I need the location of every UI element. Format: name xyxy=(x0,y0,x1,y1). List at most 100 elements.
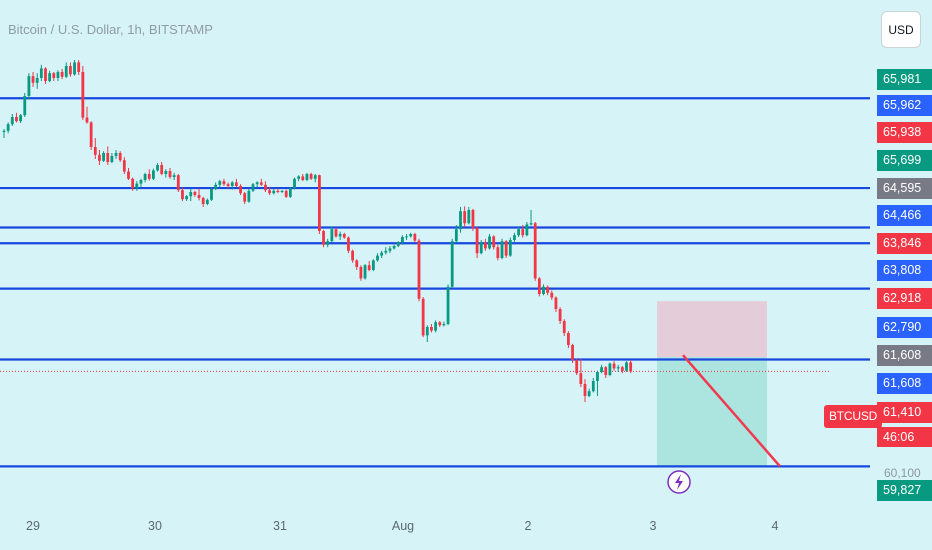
price-axis-label: 63,808 xyxy=(877,260,932,281)
candle-body xyxy=(205,199,209,204)
candle-body xyxy=(276,190,280,192)
candle xyxy=(392,244,396,250)
candle-body xyxy=(517,229,520,236)
price-tick: 60,100 xyxy=(884,466,921,480)
price-axis-label: 65,699 xyxy=(877,150,932,171)
price-axis[interactable]: 60,100 65,981 65,962 65,938 65,699 64,595 64,4… xyxy=(870,0,932,550)
candle xyxy=(93,138,97,159)
price-axis-label: 65,962 xyxy=(877,95,932,116)
projection-trend-line[interactable] xyxy=(682,354,781,468)
candle-body xyxy=(608,363,612,375)
candle-body xyxy=(322,231,325,245)
candle xyxy=(616,364,620,372)
candle xyxy=(529,210,533,226)
candle xyxy=(409,232,413,238)
candle-body xyxy=(367,265,371,270)
candle xyxy=(27,73,31,99)
candle-body xyxy=(392,246,396,249)
candle-body xyxy=(318,175,321,231)
candle-body xyxy=(529,223,533,225)
candle-body xyxy=(164,171,168,174)
candle-body xyxy=(330,229,334,242)
candle xyxy=(558,307,562,324)
candle xyxy=(201,196,205,207)
currency-button[interactable]: USD xyxy=(881,11,921,48)
candle-body xyxy=(405,236,408,238)
candle xyxy=(10,114,14,126)
candle-body xyxy=(533,223,537,279)
time-axis-tick: 3 xyxy=(649,519,657,533)
candle-body xyxy=(176,175,180,191)
candle-body xyxy=(48,73,52,81)
candle-body xyxy=(226,184,230,186)
time-axis-tick: 31 xyxy=(273,519,287,533)
candle-body xyxy=(23,96,27,116)
candle-body xyxy=(313,175,317,179)
candle xyxy=(168,168,172,179)
candle xyxy=(430,324,433,333)
candle xyxy=(330,226,334,243)
candle xyxy=(222,178,226,186)
candle-body xyxy=(504,241,508,256)
candle xyxy=(23,93,27,117)
candle xyxy=(401,235,404,245)
candle-body xyxy=(264,184,267,191)
candle xyxy=(450,238,454,288)
candle xyxy=(500,238,504,260)
candle xyxy=(517,226,520,237)
candle xyxy=(546,285,550,296)
candle xyxy=(48,70,52,83)
candle-body xyxy=(326,241,330,245)
candle xyxy=(313,174,317,183)
candle-body xyxy=(396,242,400,246)
candle xyxy=(351,249,354,263)
candle xyxy=(297,175,301,182)
price-axis-label: 64,466 xyxy=(877,205,932,226)
candle xyxy=(620,366,624,374)
candle xyxy=(459,207,462,233)
candle-body xyxy=(475,228,479,254)
candle xyxy=(210,187,213,201)
take-profit-zone[interactable] xyxy=(657,357,767,467)
candle xyxy=(550,290,554,300)
candle xyxy=(326,238,330,248)
stop-loss-zone[interactable] xyxy=(657,301,767,357)
candle xyxy=(143,172,147,183)
candle-body xyxy=(421,298,425,336)
candle-body xyxy=(525,224,529,236)
candle xyxy=(152,168,155,180)
candle-body xyxy=(60,72,64,77)
candle-body xyxy=(558,309,562,321)
candle-body xyxy=(272,190,276,194)
candle-body xyxy=(309,174,313,179)
candle-body xyxy=(222,181,226,185)
candle-body xyxy=(301,176,305,180)
candle xyxy=(513,232,516,243)
candle xyxy=(127,168,130,180)
candle-body xyxy=(376,255,379,261)
candle xyxy=(64,62,68,78)
candle-body xyxy=(193,192,197,195)
candle xyxy=(214,182,218,191)
candle-body xyxy=(214,184,218,189)
candle-body xyxy=(417,240,421,299)
candle xyxy=(562,319,566,336)
candle xyxy=(268,187,271,195)
candle-body xyxy=(147,174,151,179)
candle-body xyxy=(98,154,101,161)
candle xyxy=(434,320,437,333)
candle xyxy=(276,188,280,194)
candle xyxy=(110,153,114,164)
candle xyxy=(2,129,6,138)
candle xyxy=(342,232,346,239)
candle xyxy=(579,358,583,387)
price-axis-label: 65,981 xyxy=(877,69,932,90)
candle xyxy=(135,181,139,191)
candle-body xyxy=(380,252,384,256)
candle-body xyxy=(450,241,454,287)
candle xyxy=(259,178,263,186)
candle xyxy=(334,228,338,238)
symbol-tag: BTCUSD xyxy=(824,405,883,428)
candle-body xyxy=(56,72,60,78)
